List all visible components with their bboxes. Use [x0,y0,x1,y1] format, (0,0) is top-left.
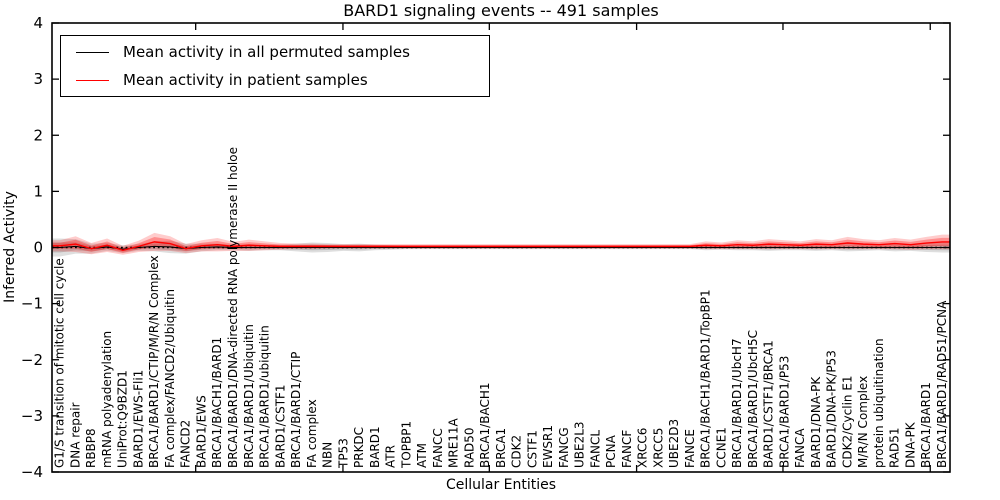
x-category-label: BARD1/CSTF1 [273,384,287,468]
x-category-label: BARD1/CSTF1/BRCA1 [762,340,776,468]
patient-band-outer [52,232,950,255]
x-category-label: BRCA1/BACH1/BARD1/TopBP1 [699,289,713,468]
x-category-label: RAD50 [462,427,476,468]
x-category-label: UBE2L3 [573,421,587,468]
x-category-label: FANCA [793,428,807,468]
x-category-label: CCNE1 [714,427,728,468]
x-category-label: XRCC6 [636,428,650,468]
y-tick-label: −2 [21,351,43,369]
x-category-label: DNA-PK [903,421,917,468]
x-category-label: BRCA1/BARD1/ubiquitin [258,325,272,468]
x-category-label: RBBP8 [84,428,98,468]
x-category-label: MRE11A [447,417,461,468]
x-category-label: FA complex/FANCD2/Ubiquitin [163,289,177,468]
x-category-label: BRCA1/BARD1 [919,382,933,468]
legend: Mean activity in all permuted samples Me… [60,35,490,97]
x-category-label: RAD51 [888,427,902,468]
patient-mean-line [52,241,950,252]
x-category-label: BRCA1/BARD1/UbcH5C [746,330,760,468]
x-category-label: BRCA1/BARD1/CTIP [289,352,303,468]
x-category-label: CDK2/Cyclin E1 [840,375,854,468]
y-tick-label: −4 [21,463,43,481]
x-category-label: FANCC [431,428,445,468]
permuted-line-swatch [76,51,109,53]
legend-row-permuted: Mean activity in all permuted samples [76,41,489,63]
x-category-label: BARD1/DNA-PK [809,376,823,468]
permuted-mean-line [52,245,950,250]
y-axis-label: Inferred Activity [2,191,18,303]
x-category-label: FANCF [620,430,634,468]
y-tick-label: 1 [33,182,43,200]
x-category-label: M/R/N Complex [856,376,870,468]
y-tick-label: −3 [21,407,43,425]
x-category-label: FANCL [588,430,602,468]
x-category-label: EWSR1 [541,425,555,468]
legend-label-patient: Mean activity in patient samples [123,71,368,89]
x-category-label: TP53 [336,438,350,469]
y-tick-label: 3 [33,70,43,88]
x-category-label: TOPBP1 [399,421,413,469]
x-category-label: FANCD2 [179,420,193,468]
x-category-label: BRCA1/BACH1 [478,382,492,468]
x-category-label: FANCE [683,429,697,468]
patient-line-swatch [76,79,109,81]
x-category-label: BARD1 [368,426,382,468]
y-tick-label: −1 [21,295,43,313]
y-tick-label: 4 [33,14,43,32]
x-category-label: BARD1/EWS-Fli1 [131,370,145,468]
x-category-label: FA complex [305,399,319,468]
x-category-label: BRCA1 [494,428,508,468]
x-category-label: UBE2D3 [667,419,681,468]
legend-row-patient: Mean activity in patient samples [76,69,489,91]
x-category-label: G1/S transition of mitotic cell cycle [53,258,67,468]
x-category-label: BRCA1/BARD1/CTIP/M/R/N Complex [147,255,161,468]
x-category-label: protein ubiquitination [872,338,886,468]
legend-label-permuted: Mean activity in all permuted samples [123,43,410,61]
x-category-label: ATM [415,443,429,468]
x-category-label: BRCA1/BARD1/Ubiquitin [242,324,256,468]
x-category-label: BARD1/EWS [195,395,209,468]
x-category-label: BRCA1/BARD1/UbcH7 [730,338,744,468]
chart-title: BARD1 signaling events -- 491 samples [343,1,659,20]
y-tick-label: 0 [33,239,43,257]
x-category-label: BRCA1/BARD1/DNA-directed RNA polymerase … [226,147,240,468]
x-category-label: BARD1/DNA-PK/P53 [825,350,839,468]
x-category-label: ATR [384,445,398,468]
x-category-label: BRCA1/BARD1/RAD51/PCNA [935,300,949,468]
x-category-label: mRNA polyadenylation [100,331,114,468]
x-category-label: BRCA1/BACH1/BARD1 [210,337,224,468]
x-category-label: CSTF1 [525,430,539,468]
x-category-label: PCNA [604,434,618,468]
x-category-label: CDK2 [510,435,524,468]
x-category-label: UniProt:Q9BZD1 [116,370,130,468]
x-category-label: BRCA1/BARD1/P53 [777,356,791,468]
x-category-label: XRCC5 [651,428,665,468]
x-category-label: NBN [321,442,335,468]
x-axis-label: Cellular Entities [445,477,557,493]
x-category-label: FANCG [557,427,571,468]
axes-frame [51,22,951,473]
x-category-label: PRKDC [352,427,366,468]
y-tick-label: 2 [33,126,43,144]
x-category-label: DNA repair [68,402,82,468]
